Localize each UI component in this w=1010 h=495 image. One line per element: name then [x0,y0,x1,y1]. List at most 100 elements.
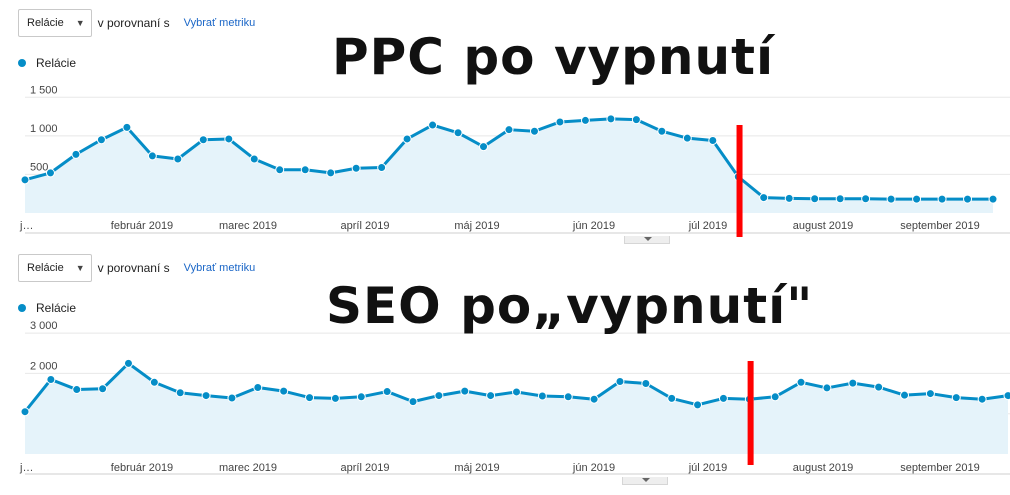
chart-legend: Relácie [18,56,76,70]
overlay-caption: PPC po vypnutí [332,28,775,86]
chart-toolbar: Relácie ▼ v porovnaní s Vybrať metriku [18,8,255,38]
chart-legend: Relácie [18,301,76,315]
data-point [305,393,315,403]
data-point [504,125,514,135]
x-tick-label: marec 2019 [219,462,277,474]
x-tick-label: september 2019 [900,220,980,232]
data-point [123,358,133,368]
data-point [408,397,418,407]
data-point [925,389,935,399]
data-point [72,385,82,395]
data-point [434,391,444,401]
data-point [529,126,539,136]
x-tick-label: máj 2019 [454,220,499,232]
data-point [460,386,470,396]
data-point [1003,391,1010,401]
data-point [874,382,884,392]
data-point [453,128,463,138]
metric-dropdown-label: Relácie [27,262,64,274]
legend-label: Relácie [36,301,77,315]
data-point [382,387,392,397]
data-point [428,120,438,130]
data-point [326,168,336,178]
line-chart-ppc: 500 1 000 1 500 j… február 2019 marec 2019 apr… [19,84,1010,237]
data-point [912,194,922,204]
legend-dot-icon [18,304,26,312]
data-point [20,175,30,185]
data-point [848,378,858,388]
y-tick-label: 500 [30,161,48,173]
chevron-down-icon: ▼ [75,18,85,28]
data-point [275,165,285,175]
data-point [224,134,234,144]
x-tick-label: február 2019 [111,462,173,474]
data-point [300,165,310,175]
data-point [537,391,547,401]
y-tick-label: 3 000 [30,320,58,332]
data-point [122,122,132,132]
data-point [198,135,208,145]
data-point [71,149,81,159]
data-point [249,154,259,164]
x-tick-label: júl 2019 [688,462,728,474]
data-point [589,394,599,404]
x-tick-label: marec 2019 [219,220,277,232]
data-point [175,388,185,398]
data-point [486,391,496,401]
data-point [977,394,987,404]
data-point [963,194,973,204]
data-point [402,134,412,144]
x-tick-label: apríl 2019 [341,220,390,232]
data-point [377,162,387,172]
x-tick-label: august 2019 [793,220,854,232]
data-point [253,383,263,393]
metric-dropdown[interactable]: Relácie ▼ [18,254,92,282]
x-tick-label: jún 2019 [572,220,615,232]
data-point [45,168,55,178]
data-point [900,390,910,400]
metric-dropdown[interactable]: Relácie ▼ [18,9,92,37]
chart-expand-handle[interactable] [622,477,668,485]
data-point [667,393,677,403]
data-point [784,193,794,203]
x-tick-label: február 2019 [111,220,173,232]
data-point [861,194,871,204]
data-point [330,393,340,403]
chart-expand-handle[interactable] [624,236,670,244]
pick-metric-link[interactable]: Vybrať metriku [183,17,256,29]
data-point [886,194,896,204]
data-point [693,400,703,410]
data-point [20,407,30,417]
x-tick-label: j… [19,220,33,232]
data-point [563,392,573,402]
data-point [988,194,998,204]
data-point [937,194,947,204]
data-point [580,115,590,125]
x-tick-label: august 2019 [793,462,854,474]
y-tick-label: 1 000 [30,123,58,135]
data-point [822,383,832,393]
x-tick-label: júl 2019 [688,220,728,232]
data-point [759,193,769,203]
x-tick-label: september 2019 [900,462,980,474]
data-point [615,376,625,386]
data-point [279,386,289,396]
data-point [356,392,366,402]
y-tick-label: 1 500 [30,84,58,96]
data-point [201,391,211,401]
data-point [682,133,692,143]
data-point [708,135,718,145]
chart-panel-seo: Relácie ▼ v porovnaní s Vybrať metriku R… [0,245,1010,490]
chevron-down-icon: ▼ [75,263,85,273]
x-tick-label: j… [19,462,33,474]
data-point [631,115,641,125]
data-point [98,384,108,394]
red-marker-line [736,125,743,237]
x-tick-label: jún 2019 [572,462,615,474]
data-point [147,151,157,161]
series-area [25,363,1008,454]
chart-panel-ppc: Relácie ▼ v porovnaní s Vybrať metriku R… [0,0,1010,245]
x-tick-label: apríl 2019 [341,462,390,474]
pick-metric-link[interactable]: Vybrať metriku [183,262,256,274]
